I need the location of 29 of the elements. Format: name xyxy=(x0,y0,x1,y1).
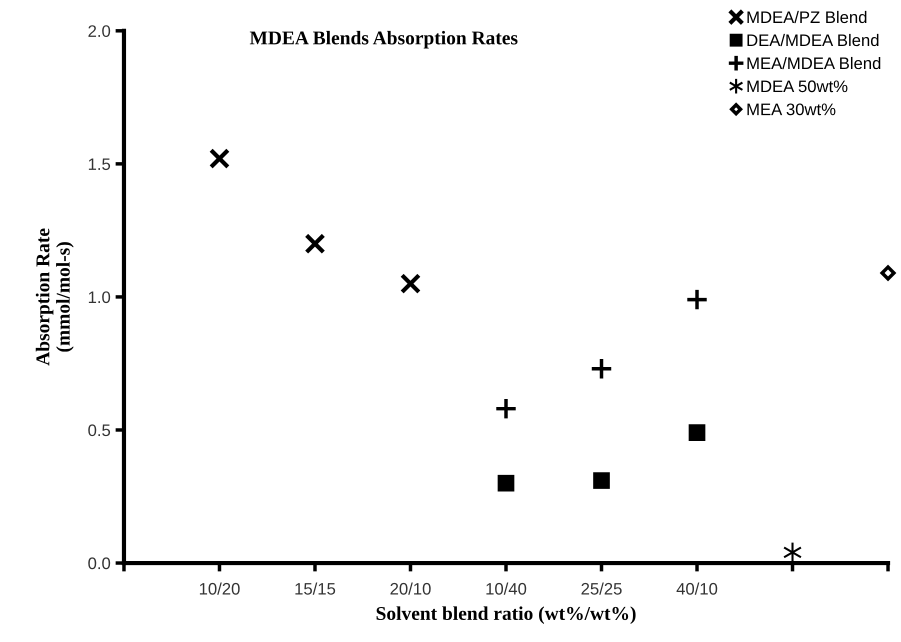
y-axis-title: Absorption Rate (mmol/mol-s) xyxy=(36,228,74,366)
x-tick-label: 25/25 xyxy=(581,582,622,595)
x-tick-label: 10/40 xyxy=(486,582,526,595)
legend-label: MDEA/PZ Blend xyxy=(747,10,866,24)
x-tick-label: 40/10 xyxy=(676,582,718,595)
legend-label: MEA 30wt% xyxy=(747,103,836,116)
x-axis-title: Solvent blend ratio (wt%/wt%) xyxy=(376,606,636,624)
point xyxy=(494,397,518,420)
point xyxy=(593,472,610,489)
point xyxy=(688,424,706,441)
chart-title: MDEA Blends Absorption Rates xyxy=(250,30,518,48)
legend-label: MDEA 50wt% xyxy=(747,80,848,92)
x-tick-label: 15/15 xyxy=(295,582,336,595)
point xyxy=(209,148,230,169)
y-tick-label: 0.5 xyxy=(88,424,110,436)
point xyxy=(880,265,896,281)
y-tick-label: 2.0 xyxy=(88,25,110,38)
point xyxy=(400,273,421,294)
y-tick-label: 1.0 xyxy=(88,291,110,304)
x-tick-label: 20/10 xyxy=(390,582,431,595)
y-tick-label: 1.5 xyxy=(88,158,110,170)
legend-label: DEA/MDEA Blend xyxy=(747,34,878,46)
x-tick-label: 10/20 xyxy=(200,582,240,595)
y-tick-label: 0.0 xyxy=(88,557,110,570)
point xyxy=(590,357,613,380)
point xyxy=(304,233,326,254)
point xyxy=(498,474,514,492)
point xyxy=(686,288,708,312)
legend-label: MEA/MDEA Blend xyxy=(747,56,880,70)
